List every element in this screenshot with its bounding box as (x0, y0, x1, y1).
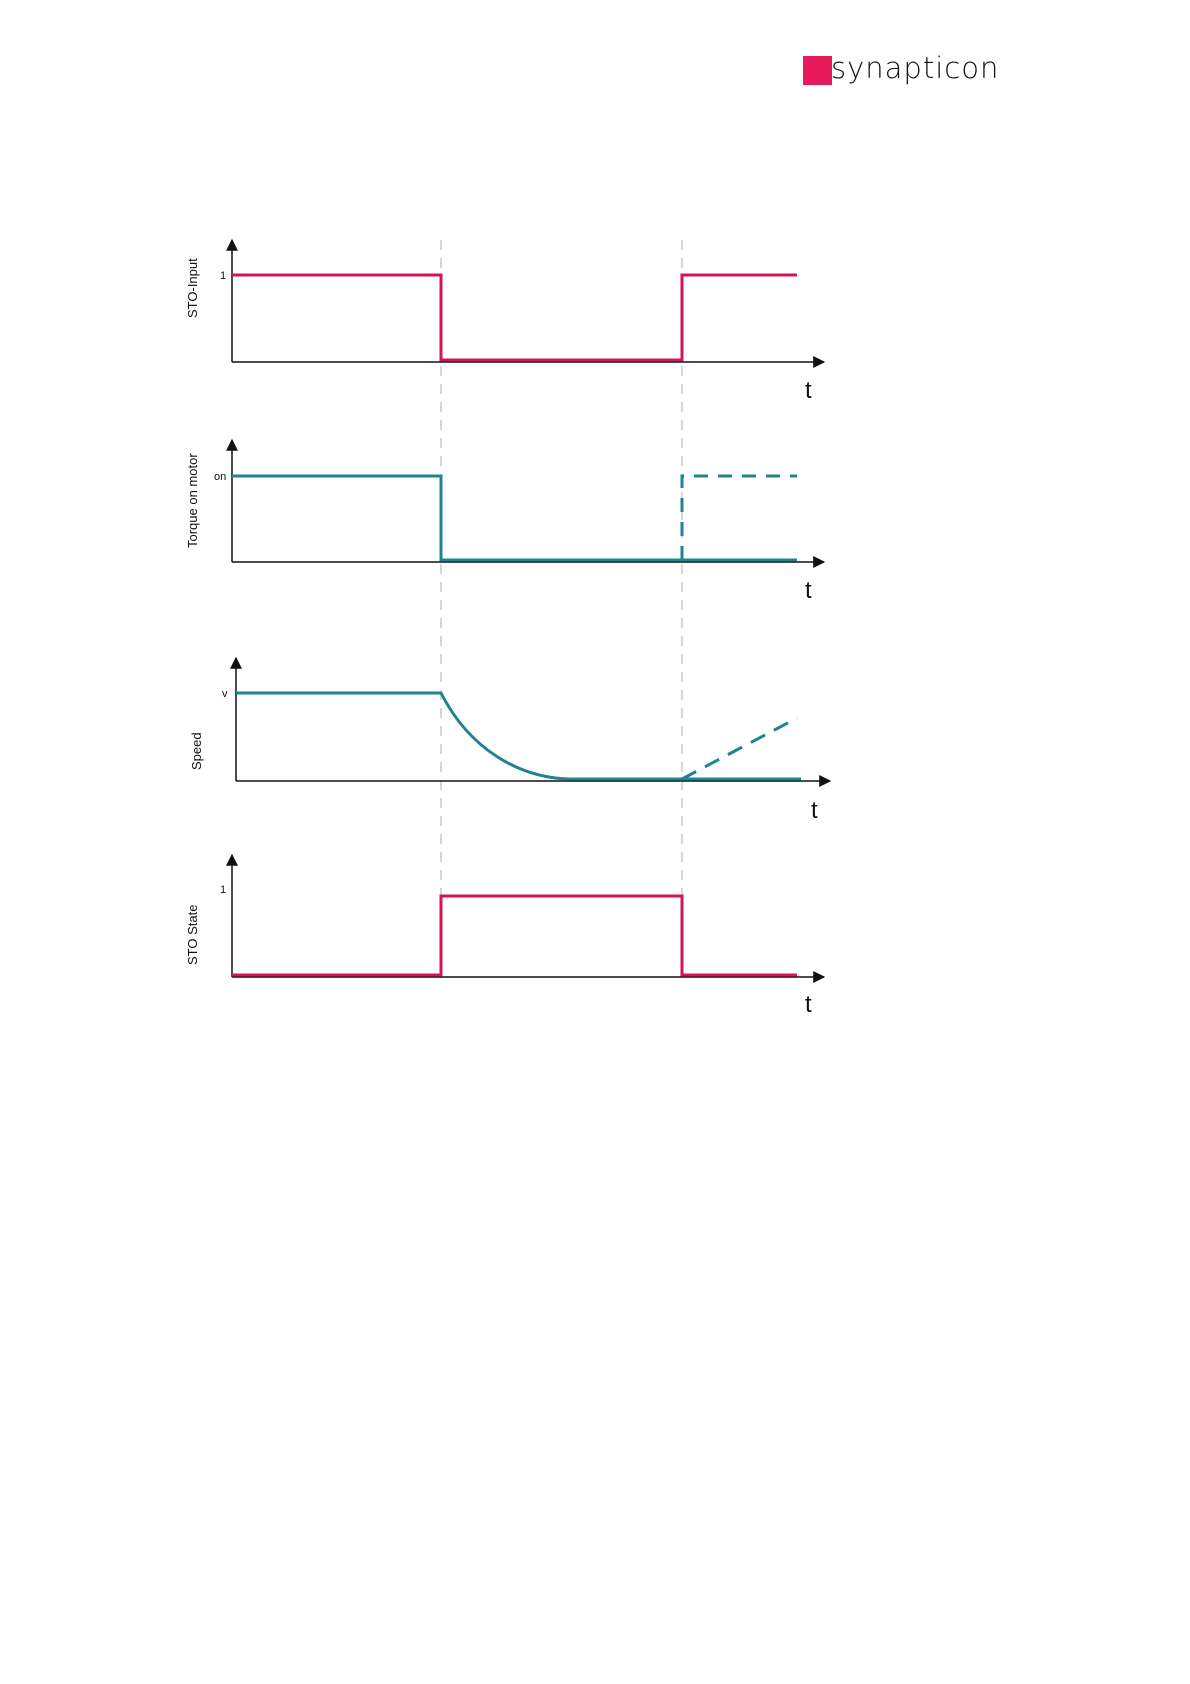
logo-text: synapticon (831, 54, 999, 85)
speed-signal (236, 691, 801, 781)
y-axis-label: Torque on motor (185, 453, 200, 548)
sto-input-signal (232, 273, 797, 362)
y-axis-label: STO State (185, 905, 200, 965)
y-tick-label: 1 (220, 884, 226, 896)
y-tick-label: on (214, 471, 226, 483)
logo-square (803, 56, 832, 85)
synapticon-logo: synapticon (803, 54, 999, 85)
time-label: t (805, 577, 812, 604)
speed-restart-dashed (681, 716, 798, 781)
panel-torque: Torque on motor on t (185, 438, 826, 604)
y-tick-label: 1 (220, 270, 226, 282)
torque-signal (232, 474, 797, 562)
time-label: t (811, 797, 818, 824)
time-label: t (805, 991, 812, 1018)
y-axis-label: Speed (189, 732, 204, 770)
sto-state-signal (232, 894, 797, 977)
panel-sto-input: STO-Input 1 t (185, 238, 826, 404)
y-tick-label: v (222, 688, 228, 700)
time-label: t (805, 377, 812, 404)
panel-speed: Speed v t (189, 656, 832, 824)
torque-restart-dashed (680, 474, 797, 560)
y-axis-label: STO-Input (185, 258, 200, 318)
panel-sto-state: STO State 1 t (185, 853, 826, 1018)
